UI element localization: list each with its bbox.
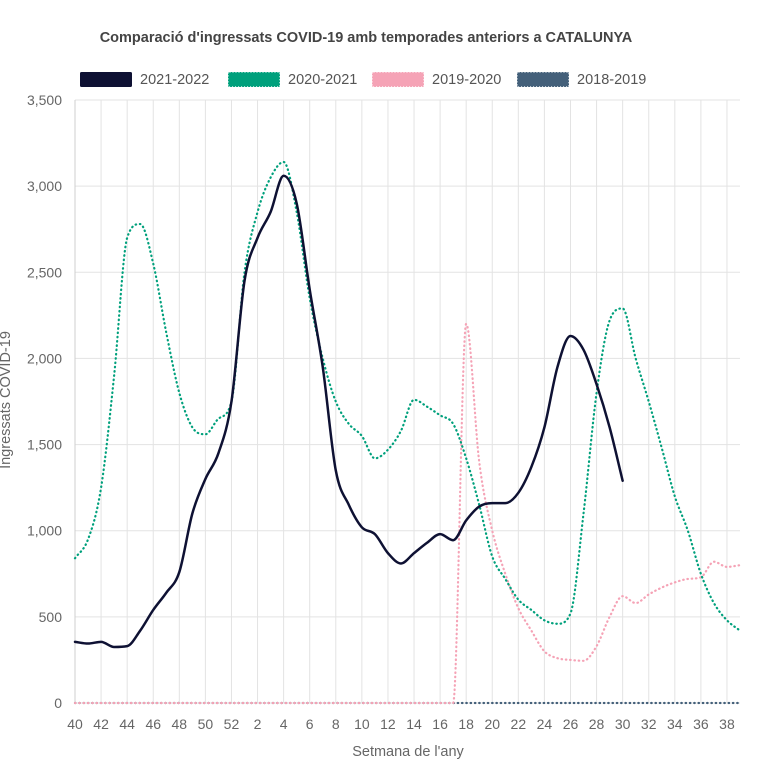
legend-swatch-2019-2020[interactable] <box>371 71 425 88</box>
y-tick-label: 3,500 <box>27 92 62 108</box>
y-tick-label: 2,500 <box>27 264 62 280</box>
x-tick-label: 22 <box>511 716 527 732</box>
x-tick-label: 20 <box>484 716 500 732</box>
x-tick-label: 26 <box>563 716 579 732</box>
y-axis-title: Ingressats COVID-19 <box>0 331 14 469</box>
y-tick-label: 2,000 <box>27 350 62 366</box>
x-tick-label: 38 <box>719 716 735 732</box>
x-tick-label: 2 <box>254 716 262 732</box>
x-axis: 40 42 44 46 48 50 52 2 4 6 8 10 12 14 16 18 20 22 24 26 28 30… <box>67 716 735 732</box>
x-tick-label: 40 <box>67 716 83 732</box>
legend-label-2020-2021[interactable]: 2020-2021 <box>288 72 357 88</box>
y-tick-label: 3,000 <box>27 178 62 194</box>
series-layer <box>73 160 742 705</box>
x-tick-label: 6 <box>306 716 314 732</box>
chart-title: Comparació d'ingressats COVID-19 amb tem… <box>100 30 633 46</box>
legend-label-2021-2022[interactable]: 2021-2022 <box>140 72 209 88</box>
legend-swatch-2018-2019[interactable] <box>516 71 570 88</box>
x-tick-label: 48 <box>172 716 188 732</box>
y-tick-label: 1,500 <box>27 437 62 453</box>
x-tick-label: 34 <box>667 716 683 732</box>
y-tick-label: 500 <box>39 609 63 625</box>
legend-swatch-2020-2021[interactable] <box>227 71 281 88</box>
x-tick-label: 46 <box>145 716 161 732</box>
legend-label-2018-2019[interactable]: 2018-2019 <box>577 72 646 88</box>
y-axis: 0 500 1,000 1,500 2,000 2,500 3,000 3,500 <box>27 92 62 711</box>
x-tick-label: 12 <box>380 716 396 732</box>
series-line-2019-2020[interactable] <box>73 322 742 705</box>
x-tick-label: 4 <box>280 716 288 732</box>
x-tick-label: 24 <box>537 716 553 732</box>
x-tick-label: 16 <box>432 716 448 732</box>
series-line-2021-2022[interactable] <box>73 174 624 649</box>
series-line-2020-2021[interactable] <box>73 160 742 632</box>
x-tick-label: 52 <box>224 716 240 732</box>
x-tick-label: 32 <box>641 716 657 732</box>
x-tick-label: 18 <box>458 716 474 732</box>
x-tick-label: 44 <box>119 716 135 732</box>
x-tick-label: 30 <box>615 716 631 732</box>
x-axis-title: Setmana de l'any <box>352 744 464 760</box>
legend: 2021-2022 2020-2021 2019-2020 2018-2019 <box>80 71 646 88</box>
y-tick-label: 0 <box>54 695 62 711</box>
x-tick-label: 42 <box>93 716 109 732</box>
x-tick-label: 8 <box>332 716 340 732</box>
legend-label-2019-2020[interactable]: 2019-2020 <box>432 72 501 88</box>
grid <box>74 99 740 704</box>
x-tick-label: 10 <box>354 716 370 732</box>
y-tick-label: 1,000 <box>27 523 62 539</box>
x-tick-label: 36 <box>693 716 709 732</box>
legend-swatch-2021-2022[interactable] <box>80 72 132 87</box>
x-tick-label: 28 <box>589 716 605 732</box>
x-tick-label: 14 <box>406 716 422 732</box>
x-tick-label: 50 <box>198 716 214 732</box>
